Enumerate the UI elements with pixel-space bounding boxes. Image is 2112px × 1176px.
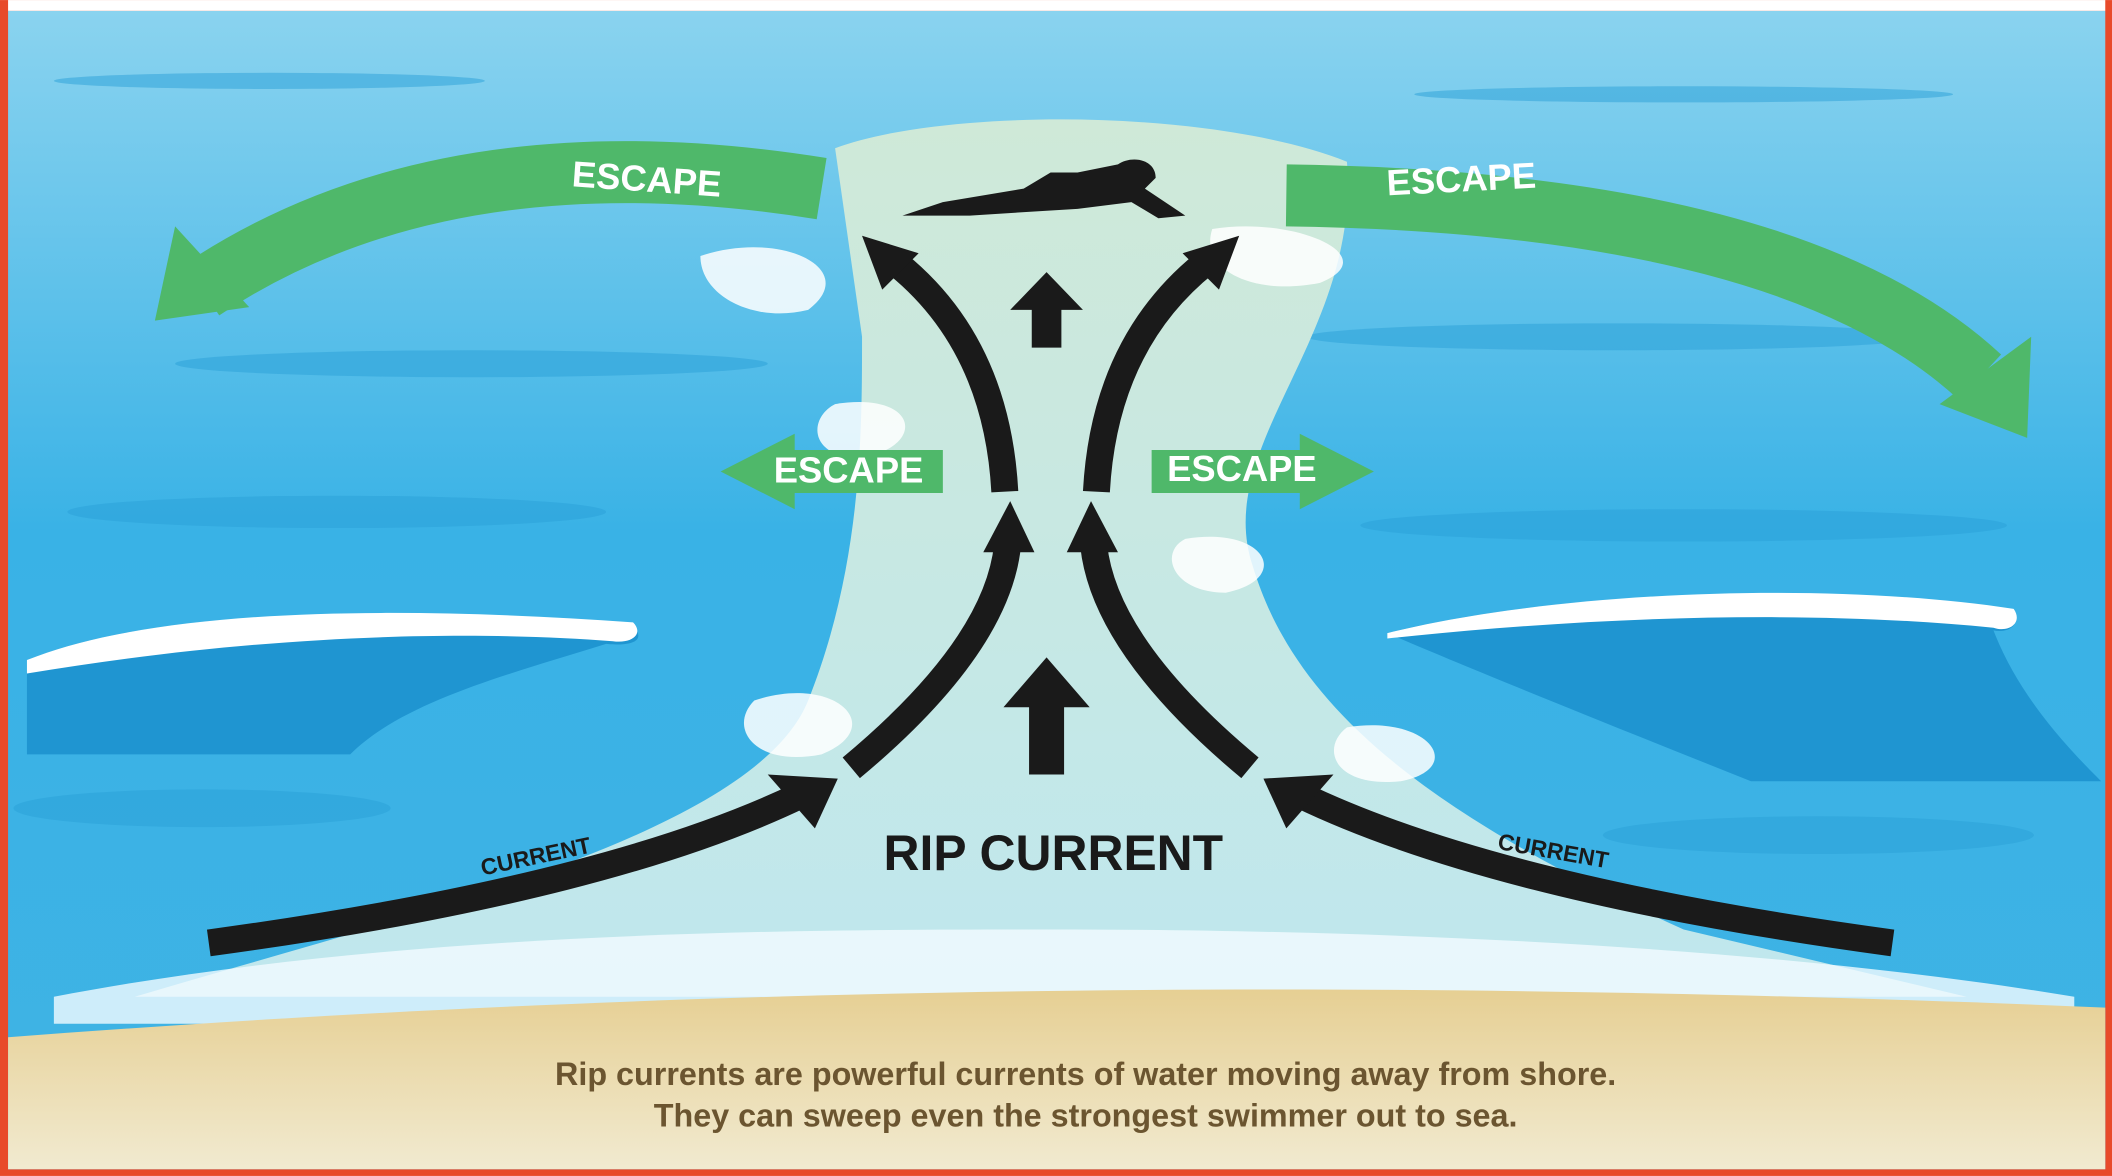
top-strip [8,0,2105,11]
rip-current-illustration: ESCAPE ESCAPE ESCAPE ESCAPE CURRENT CURR… [0,0,2112,1176]
caption-line: They can sweep even the strongest swimme… [654,1098,1518,1134]
page: ESCAPE ESCAPE ESCAPE ESCAPE CURRENT CURR… [0,0,2112,1176]
escape-label: ESCAPE [1386,155,1537,204]
escape-label: ESCAPE [774,449,924,490]
caption-line: Rip currents are powerful currents of wa… [555,1056,1616,1092]
rip-current-label: RIP CURRENT [884,825,1224,881]
escape-label: ESCAPE [1167,448,1317,489]
